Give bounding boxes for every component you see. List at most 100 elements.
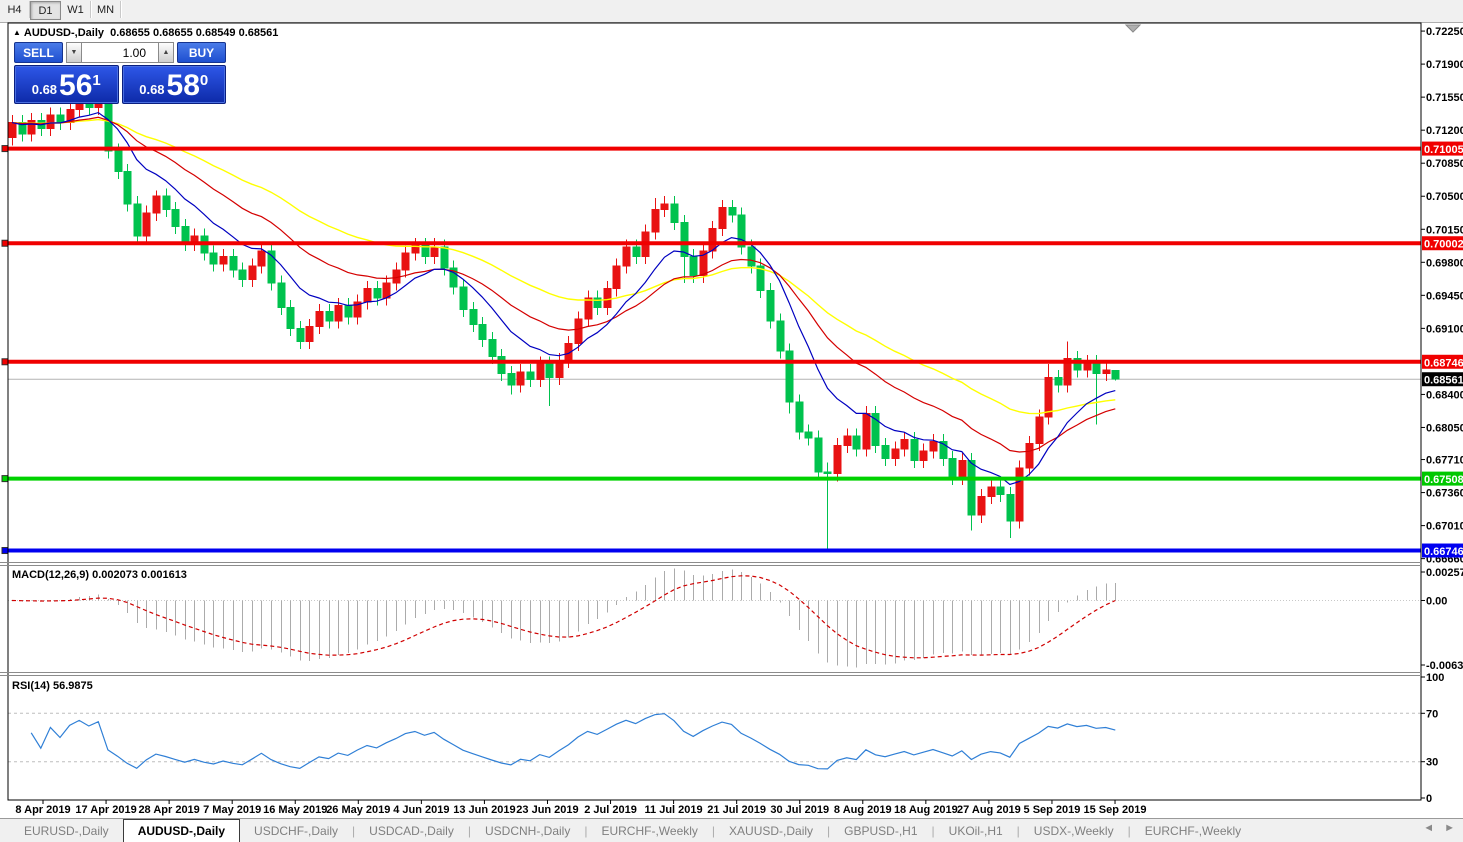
date-axis-label[interactable]: 5 Sep 2019 [1024, 804, 1081, 816]
candle-body [478, 324, 487, 341]
timeframe-button-mn[interactable]: MN [91, 1, 121, 18]
ohlc-high: 0.68655 [152, 27, 193, 39]
price-badge-0.68746 [1422, 354, 1463, 369]
candle-body [632, 246, 641, 258]
date-axis-label[interactable]: 17 Apr 2019 [75, 804, 136, 816]
chart-tab-gbpusd-h1[interactable]: GBPUSD-,H1 [844, 823, 918, 838]
rsi-axis-label: 70 [1426, 708, 1438, 720]
level-handle-0.68746[interactable] [1, 358, 9, 366]
candle-body [958, 459, 967, 478]
date-axis-label[interactable]: 15 Sep 2019 [1084, 804, 1147, 816]
date-axis-label[interactable]: 4 Jun 2019 [393, 804, 449, 816]
candle-body [680, 222, 689, 258]
candle-body [977, 495, 986, 516]
price-badge-0.66746 [1422, 543, 1463, 558]
sell-price-sup: 1 [92, 72, 101, 89]
date-axis-label[interactable]: 21 Jul 2019 [707, 804, 766, 816]
timeframe-button-d1[interactable]: D1 [30, 1, 61, 20]
rsi-name: RSI(14) [12, 680, 50, 692]
sell-price-big: 56 [59, 69, 93, 102]
sell-price-box[interactable]: 0.68 56 1 [14, 65, 119, 104]
candle-body [804, 431, 813, 439]
price-badge-0.70002 [1422, 236, 1463, 251]
chart-tab-ukoil-h1[interactable]: UKOil-,H1 [948, 823, 1003, 838]
price-badge-0.71005 [1422, 141, 1463, 156]
level-handle-0.70002[interactable] [1, 239, 9, 247]
candle-body [46, 114, 55, 129]
date-axis-label[interactable]: 23 Jun 2019 [516, 804, 578, 816]
date-axis-label[interactable]: 28 Apr 2019 [138, 804, 199, 816]
macd-label: MACD(12,26,9) 0.002073 0.001613 [12, 569, 187, 581]
buy-price-box[interactable]: 0.68 58 0 [121, 65, 226, 104]
date-axis-label[interactable]: 2 Jul 2019 [584, 804, 637, 816]
date-axis-label[interactable]: 27 Aug 2019 [957, 804, 1021, 816]
price-badge-text: 0.67508 [1424, 474, 1463, 486]
chart-tab-eurchf-weekly[interactable]: EURCHF-,Weekly [1144, 823, 1242, 838]
price-axis-label: 0.71200 [1426, 125, 1463, 137]
date-axis-label[interactable]: 30 Jul 2019 [770, 804, 829, 816]
candle-body [277, 282, 286, 309]
rsi-pane-layer [8, 712, 1421, 770]
macd-axis-label: -0.006326 [1426, 660, 1463, 672]
date-axis-label[interactable]: 8 Aug 2019 [834, 804, 892, 816]
axis-layer: 0.72250 0.71900 0.71550 0.71200 0.70850 0.705… [0, 22, 1463, 816]
timeframe-button-h4[interactable]: H4 [0, 1, 30, 18]
buy-price-prefix: 0.68 [139, 82, 165, 97]
date-axis-label[interactable]: 26 May 2019 [326, 804, 390, 816]
chart-symbol: AUDUSD-,Daily [23, 27, 104, 39]
tab-scroll-right-icon[interactable]: ► [1444, 822, 1455, 834]
date-axis-label[interactable]: 13 Jun 2019 [453, 804, 515, 816]
tab-separator: | [1127, 823, 1131, 838]
rsi-line [30, 713, 1116, 770]
price-badge-0.67508 [1422, 471, 1463, 486]
ohlc-low: 0.68549 [195, 27, 236, 39]
level-handle-0.67508[interactable] [1, 475, 9, 483]
candle-body [286, 307, 295, 329]
timeframe-button-w1[interactable]: W1 [61, 1, 91, 18]
tab-separator: | [1016, 823, 1020, 838]
level-handle-0.71005[interactable] [1, 145, 9, 153]
chart-tab-eurusd-daily[interactable]: EURUSD-,Daily [24, 823, 109, 838]
date-axis-label[interactable]: 18 Aug 2019 [894, 804, 958, 816]
buy-price-sup: 0 [199, 72, 209, 89]
buy-button[interactable]: BUY [177, 42, 226, 63]
candle-body [891, 448, 900, 460]
macd-name: MACD(12,26,9) [12, 569, 90, 581]
ma-slow-yellow [11, 118, 1116, 415]
chart-tab-usdcad-daily[interactable]: USDCAD-,Daily [369, 823, 454, 838]
volume-up-button[interactable]: ▲ [158, 42, 174, 63]
tab-separator: | [467, 823, 471, 838]
date-axis-label[interactable]: 7 May 2019 [203, 804, 261, 816]
date-axis-label[interactable]: 16 May 2019 [263, 804, 327, 816]
chart-tab-xauusd-daily[interactable]: XAUUSD-,Daily [729, 823, 814, 838]
price-axis-label: 0.70150 [1426, 224, 1463, 236]
chart-tab-eurchf-weekly[interactable]: EURCHF-,Weekly [601, 823, 698, 838]
sell-price-prefix: 0.68 [31, 82, 58, 97]
chart-tab-audusd-daily[interactable]: AUDUSD-,Daily [122, 819, 241, 842]
rsi-axis-label: 0 [1426, 793, 1432, 805]
volume-input[interactable]: 1.00 [82, 42, 158, 63]
chart-tab-usdx-weekly[interactable]: USDX-,Weekly [1033, 823, 1114, 838]
candle-body [27, 120, 36, 135]
chart-tab-usdchf-daily[interactable]: USDCHF-,Daily [254, 823, 339, 838]
date-axis-label[interactable]: 8 Apr 2019 [15, 804, 70, 816]
price-axis-label: 0.70850 [1426, 158, 1463, 170]
candle-body [603, 288, 612, 309]
tab-scroll-left-icon[interactable]: ◄ [1423, 822, 1435, 834]
candle-body [660, 203, 669, 210]
plot-border [7, 22, 1422, 801]
candle-body [699, 250, 708, 277]
one-click-trade-panel: SELL ▼ 1.00 ▲ BUY 0.68 56 1 0.68 58 0 [14, 42, 226, 104]
macd-value-signal: 0.001613 [141, 569, 187, 581]
candle-body [900, 439, 909, 450]
level-handle-0.66746[interactable] [1, 547, 9, 555]
candle-body [987, 486, 996, 497]
price-axis-label: 0.68050 [1426, 422, 1463, 434]
candle-body [248, 265, 257, 280]
volume-down-button[interactable]: ▼ [66, 42, 82, 63]
chart-tab-usdcnh-daily[interactable]: USDCNH-,Daily [484, 823, 571, 838]
price-badge-text: 0.71005 [1424, 144, 1463, 156]
sell-button[interactable]: SELL [14, 42, 63, 63]
date-axis-label[interactable]: 11 Jul 2019 [645, 804, 703, 816]
